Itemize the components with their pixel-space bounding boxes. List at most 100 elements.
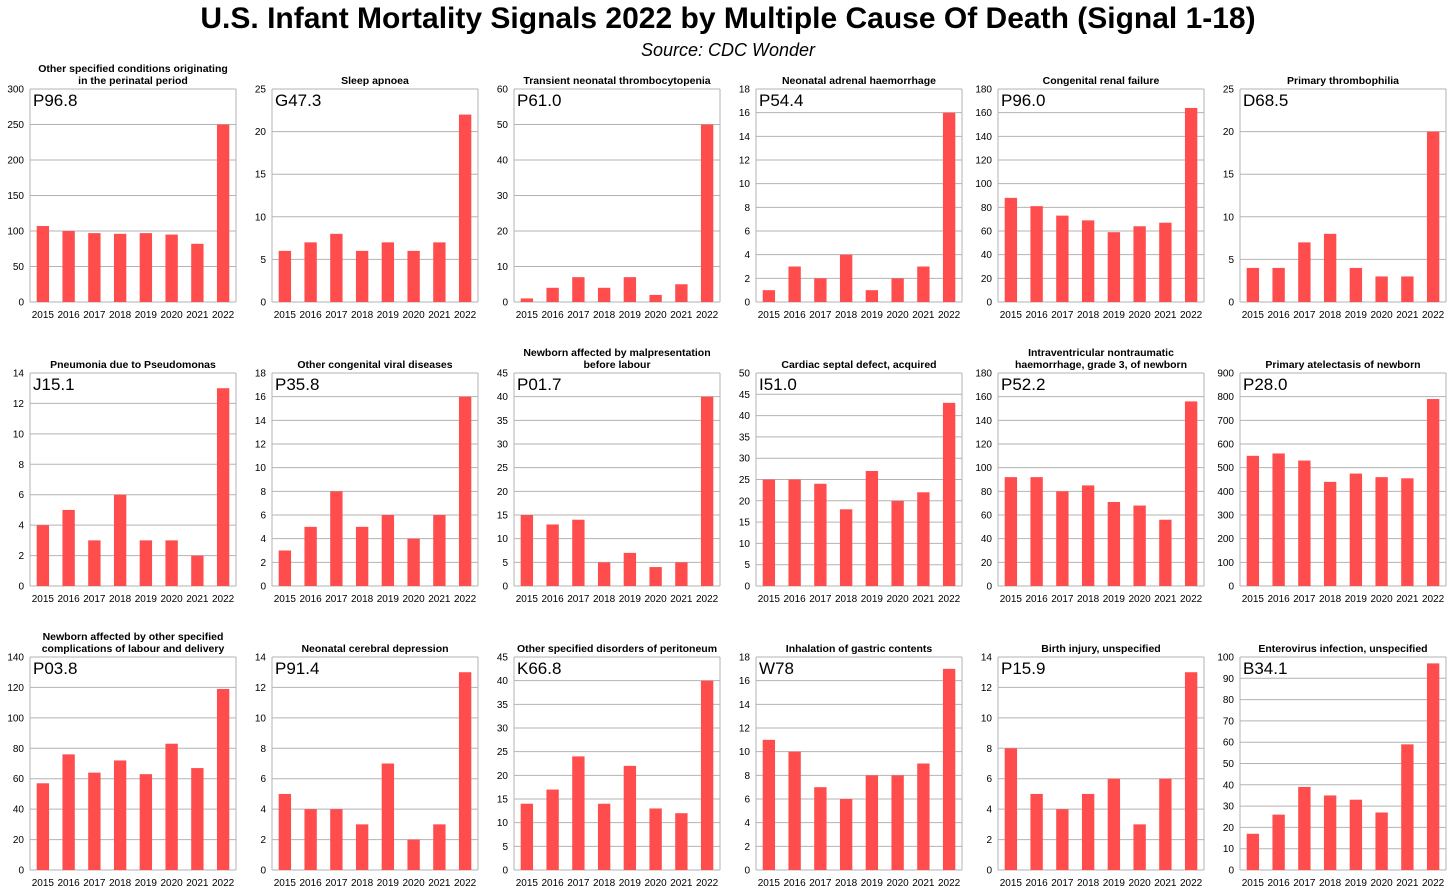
bar — [1323, 481, 1337, 586]
bar — [1030, 206, 1043, 302]
y-tick-label: 20 — [739, 496, 751, 507]
x-tick-label: 2018 — [109, 310, 132, 321]
x-tick-label: 2022 — [938, 310, 961, 321]
bar — [1323, 795, 1337, 870]
x-tick-label: 2015 — [1242, 310, 1265, 321]
y-tick-label: 600 — [1217, 440, 1234, 451]
chart-title: Neonatal adrenal haemorrhage — [782, 75, 936, 87]
bar — [917, 763, 930, 870]
bar — [520, 803, 534, 870]
page-subtitle: Source: CDC Wonder — [640, 40, 816, 60]
x-tick-label: 2015 — [1242, 878, 1265, 889]
y-tick-label: 40 — [739, 411, 751, 422]
y-tick-label: 160 — [975, 392, 992, 403]
y-tick-label: 2 — [260, 835, 266, 846]
x-tick-label: 2020 — [1129, 594, 1152, 605]
x-tick-label: 2017 — [83, 878, 106, 889]
x-tick-label: 2018 — [1319, 310, 1342, 321]
x-tick-label: 2015 — [32, 310, 55, 321]
bar — [917, 266, 930, 302]
bar — [1056, 491, 1069, 586]
y-tick-label: 400 — [1217, 487, 1234, 498]
bar — [942, 402, 956, 586]
bar — [1426, 663, 1440, 870]
bar — [1375, 477, 1388, 586]
x-tick-label: 2015 — [516, 878, 539, 889]
x-tick-label: 2018 — [351, 594, 374, 605]
bar — [36, 525, 50, 586]
icd-code-label: P35.8 — [275, 375, 319, 394]
bar — [139, 774, 153, 870]
x-tick-label: 2021 — [1396, 594, 1419, 605]
y-tick-label: 120 — [975, 440, 992, 451]
chart-title: Intraventricular nontraumatic — [1028, 347, 1174, 359]
y-tick-label: 40 — [13, 805, 25, 816]
bar — [520, 298, 534, 302]
x-tick-label: 2021 — [186, 310, 209, 321]
y-tick-label: 80 — [13, 744, 25, 755]
bar — [700, 396, 714, 586]
y-tick-label: 4 — [18, 521, 24, 532]
x-tick-label: 2017 — [325, 594, 348, 605]
x-tick-label: 2020 — [403, 310, 426, 321]
x-tick-label: 2018 — [351, 878, 374, 889]
y-tick-label: 14 — [739, 132, 751, 143]
y-tick-label: 25 — [739, 475, 751, 486]
bar — [88, 233, 101, 302]
x-tick-label: 2017 — [325, 310, 348, 321]
y-tick-label: 40 — [497, 676, 509, 687]
x-tick-label: 2022 — [1422, 310, 1445, 321]
x-tick-label: 2020 — [161, 878, 184, 889]
y-tick-label: 20 — [1223, 127, 1235, 138]
bar — [1401, 744, 1414, 870]
bar — [433, 515, 446, 586]
y-tick-label: 10 — [739, 179, 751, 190]
y-tick-label: 250 — [7, 120, 24, 131]
y-tick-label: 16 — [739, 676, 751, 687]
y-tick-label: 12 — [255, 440, 267, 451]
y-tick-label: 5 — [1228, 255, 1234, 266]
y-tick-label: 50 — [13, 262, 25, 273]
x-tick-label: 2015 — [32, 878, 55, 889]
bar — [1159, 778, 1172, 870]
chart-11: 0 20 40 60 80 100 120 140 160 180 2015 2016 2017 2018… — [975, 347, 1205, 605]
y-tick-label: 20 — [255, 127, 267, 138]
x-tick-label: 2017 — [567, 878, 590, 889]
bar — [762, 739, 776, 870]
x-tick-label: 2018 — [835, 310, 858, 321]
bar — [942, 668, 956, 870]
bar — [814, 278, 827, 302]
x-tick-label: 2017 — [1051, 310, 1074, 321]
bar — [1004, 748, 1018, 870]
x-tick-label: 2022 — [212, 594, 235, 605]
chart-title: Pneumonia due to Pseudomonas — [50, 359, 216, 371]
x-tick-label: 2022 — [696, 594, 719, 605]
y-tick-label: 100 — [1217, 558, 1234, 569]
x-tick-label: 2018 — [1319, 878, 1342, 889]
chart-title: Enterovirus infection, unspecified — [1258, 643, 1427, 655]
bar — [546, 287, 559, 302]
x-tick-label: 2016 — [300, 878, 323, 889]
y-tick-label: 12 — [13, 399, 25, 410]
y-tick-label: 140 — [975, 132, 992, 143]
chart-12: 0 100 200 300 400 500 600 700 800 900 2015 2016 2017… — [1217, 359, 1447, 605]
x-tick-label: 2017 — [1051, 878, 1074, 889]
x-tick-label: 2020 — [161, 594, 184, 605]
y-tick-label: 4 — [744, 250, 750, 261]
x-tick-label: 2015 — [274, 310, 297, 321]
x-tick-label: 2019 — [377, 310, 400, 321]
x-tick-label: 2021 — [1396, 878, 1419, 889]
x-tick-label: 2016 — [1026, 310, 1049, 321]
y-tick-label: 30 — [497, 191, 509, 202]
y-tick-label: 14 — [739, 700, 751, 711]
bar — [1184, 672, 1198, 870]
icd-code-label: P03.8 — [33, 659, 77, 678]
y-tick-label: 15 — [497, 795, 509, 806]
icd-code-label: W78 — [759, 659, 794, 678]
y-tick-label: 0 — [744, 582, 750, 593]
bar — [623, 765, 637, 870]
y-tick-label: 40 — [981, 250, 993, 261]
bar — [407, 839, 420, 870]
